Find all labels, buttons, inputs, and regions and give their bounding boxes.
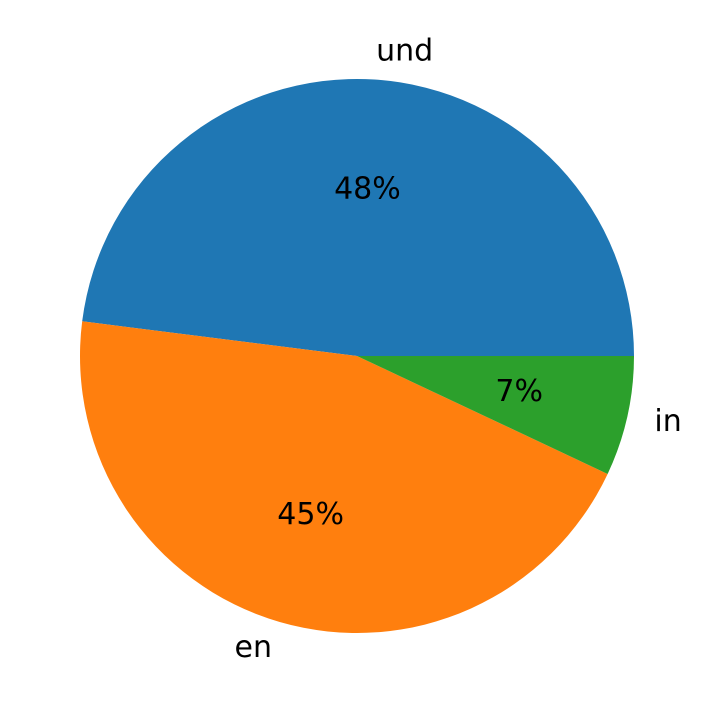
slice-label: in (654, 404, 681, 439)
percent-label: 45% (277, 497, 344, 532)
percent-label: 48% (334, 172, 401, 207)
pie-slice (357, 356, 634, 474)
slice-label: und (376, 33, 433, 68)
pie-slice (82, 78, 635, 356)
slice-label: en (235, 630, 272, 665)
percent-label: 7% (495, 374, 543, 409)
pie-slice (79, 321, 608, 633)
